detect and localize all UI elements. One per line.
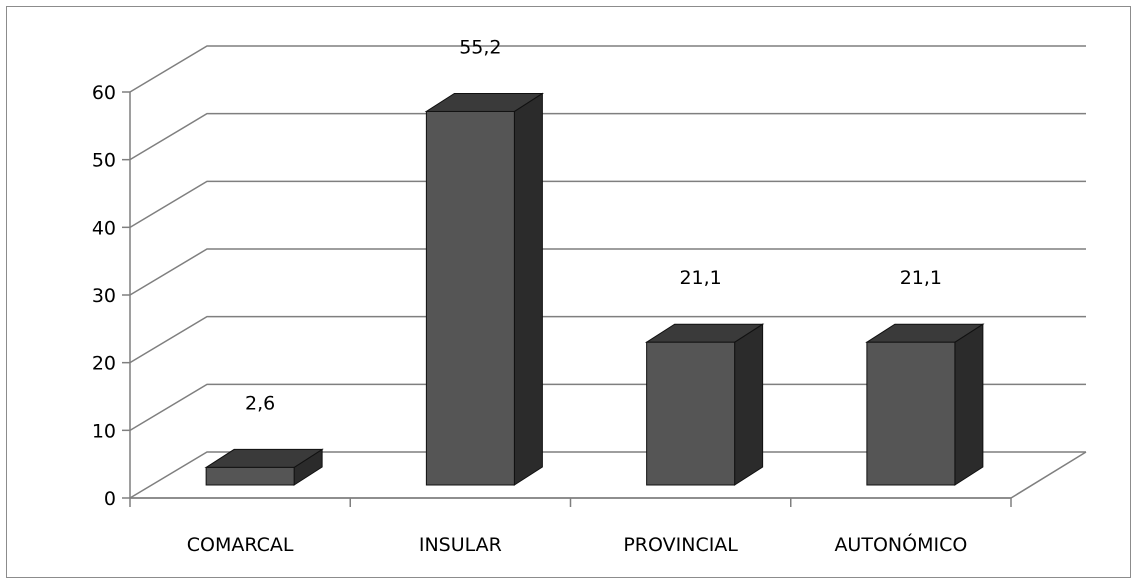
category-label-2: PROVINCIAL xyxy=(623,534,738,556)
category-label-0: COMARCAL xyxy=(187,534,294,556)
data-label-0: 2,6 xyxy=(245,392,275,414)
axes: 0 10 20 30 40 50 60 xyxy=(92,82,1012,510)
data-label-2: 21,1 xyxy=(679,267,721,289)
y-tick-label-3: 30 xyxy=(92,285,116,307)
y-tick-label-1: 10 xyxy=(92,420,116,442)
gridline-0 xyxy=(129,451,1086,499)
bar-2 xyxy=(644,323,765,486)
y-tick-label-5: 50 xyxy=(92,150,116,172)
labels: 2,6 COMARCAL 55,2 INSULAR 21,1 PROVINCIAL 21,1… xyxy=(187,36,968,556)
gridline-4 xyxy=(129,180,1086,228)
data-label-3: 21,1 xyxy=(900,267,942,289)
gridline-6 xyxy=(129,45,1086,93)
gridline-3 xyxy=(129,248,1086,296)
data-label-1: 55,2 xyxy=(459,36,501,58)
bar-front-3 xyxy=(866,341,956,486)
bar-side-1 xyxy=(513,92,543,486)
bars xyxy=(204,92,985,486)
bar-0 xyxy=(204,448,324,486)
gridline-1 xyxy=(129,383,1086,431)
bar-1 xyxy=(424,92,545,486)
category-label-3: AUTONÓMICO xyxy=(834,532,967,556)
gridlines xyxy=(129,45,1087,499)
y-tick-label-2: 20 xyxy=(92,353,116,375)
bar-front-1 xyxy=(425,110,515,486)
bar-side-2 xyxy=(734,323,764,486)
bar-side-3 xyxy=(954,323,984,486)
y-tick-label-6: 60 xyxy=(92,82,116,104)
y-tick-label-0: 0 xyxy=(104,488,116,510)
bar-front-0 xyxy=(205,466,295,486)
category-label-1: INSULAR xyxy=(419,534,502,556)
gridline-2 xyxy=(129,315,1086,364)
y-tick-label-4: 40 xyxy=(92,217,116,239)
bar-front-2 xyxy=(646,341,736,486)
bar-3 xyxy=(865,323,985,486)
gridline-5 xyxy=(129,112,1086,161)
